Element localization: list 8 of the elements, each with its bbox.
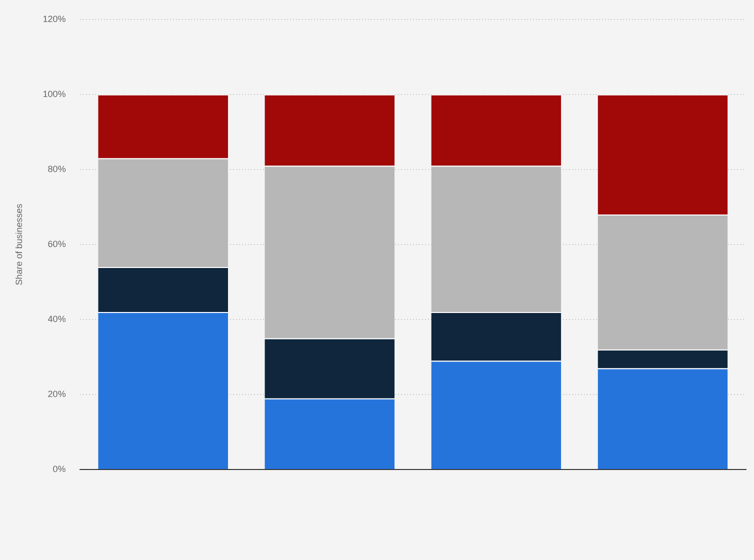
y-tick-label: 0% [52,464,66,474]
y-tick-label: 120% [42,14,66,24]
y-tick-label: 60% [48,238,66,249]
y-axis-title: Share of businesses [14,203,24,286]
y-tick-label: 20% [48,389,66,400]
y-tick-label: 40% [48,314,66,324]
y-tick-label: 100% [42,88,66,99]
y-tick-label: 80% [48,164,66,174]
